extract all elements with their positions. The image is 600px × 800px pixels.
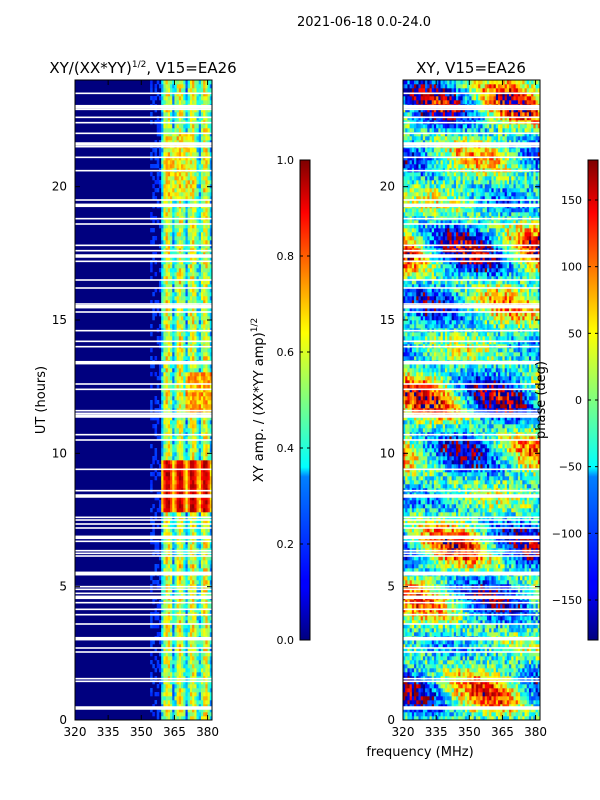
amplitude-colorbar-tick-label: 0.4 <box>277 442 295 455</box>
phase-y-tick-label: 0 <box>387 713 395 727</box>
amplitude-colorbar-tick-label: 1.0 <box>277 154 295 167</box>
amplitude-colorbar: 0.0 0.2 0.4 0.6 0.8 1.0 XY amp. / (XX*YY amp)… <box>250 154 311 647</box>
phase-x-tick-label: 380 <box>524 725 547 739</box>
amplitude-y-tick-label: 5 <box>59 580 67 594</box>
amplitude-title: XY/(XX*YY)1/2, V15=EA26 <box>49 59 236 77</box>
phase-colorbar-tick-label: −50 <box>559 461 582 474</box>
amplitude-x-tick-label: 380 <box>196 725 219 739</box>
phase-colorbar-tick-label: −150 <box>552 594 582 607</box>
amplitude-colorbar-gradient <box>299 159 311 641</box>
phase-x-tick-label: 365 <box>491 725 514 739</box>
phase-title: XY, V15=EA26 <box>416 59 526 77</box>
amplitude-x-tick-label: 320 <box>64 725 87 739</box>
phase-colorbar-tick-label: −100 <box>552 527 582 540</box>
phase-panel: 320 335 350 365 380 0 5 10 15 20 XY, V15=EA26 fr… <box>366 59 547 760</box>
amplitude-x-tick-label: 350 <box>130 725 153 739</box>
phase-colorbar-ticks: −150 −100 −50 0 50 100 150 <box>552 194 598 607</box>
phase-x-tick-label: 350 <box>458 725 481 739</box>
amplitude-colorbar-tick-label: 0.0 <box>277 634 295 647</box>
amplitude-colorbar-tick-label: 0.8 <box>277 250 295 263</box>
amplitude-y-tick-label: 20 <box>52 180 67 194</box>
phase-x-tick-label: 320 <box>392 725 415 739</box>
amplitude-y-tick-label: 10 <box>52 446 67 460</box>
amplitude-colorbar-ticks: 0.0 0.2 0.4 0.6 0.8 1.0 <box>277 154 310 647</box>
amplitude-x-tick-label: 365 <box>163 725 186 739</box>
phase-colorbar: −150 −100 −50 0 50 100 150 phase (deg) <box>534 159 599 641</box>
phase-axes-frame <box>402 79 541 721</box>
amplitude-colorbar-tick-label: 0.2 <box>277 538 295 551</box>
phase-colorbar-tick-label: 100 <box>561 261 582 274</box>
amplitude-gaps <box>75 92 212 710</box>
phase-colorbar-tick-label: 150 <box>561 194 582 207</box>
amplitude-y-tick-label: 15 <box>52 313 67 327</box>
amplitude-y-ticks: 0 5 10 15 20 <box>52 180 212 727</box>
phase-x-label: frequency (MHz) <box>366 745 473 760</box>
amplitude-x-tick-label: 335 <box>97 725 120 739</box>
phase-y-tick-label: 15 <box>380 313 395 327</box>
amplitude-panel: 320 335 350 365 380 0 5 10 15 20 XY/(XX*YY)1/2, … <box>34 59 237 739</box>
phase-gaps <box>403 92 540 710</box>
phase-colorbar-tick-label: 0 <box>575 394 582 407</box>
phase-colorbar-tick-label: 50 <box>568 327 582 340</box>
phase-y-tick-label: 5 <box>387 580 395 594</box>
phase-colorbar-label: phase (deg) <box>534 361 549 439</box>
phase-y-ticks: 0 5 10 15 20 <box>380 180 540 727</box>
phase-y-tick-label: 10 <box>380 446 395 460</box>
amplitude-colorbar-tick-label: 0.6 <box>277 346 295 359</box>
phase-x-tick-label: 335 <box>425 725 448 739</box>
amplitude-axes-frame <box>74 79 213 721</box>
figure-suptitle: 2021-06-18 0.0-24.0 <box>297 15 431 30</box>
amplitude-y-label: UT (hours) <box>34 366 49 434</box>
amplitude-y-tick-label: 0 <box>59 713 67 727</box>
phase-y-tick-label: 20 <box>380 180 395 194</box>
amplitude-colorbar-label: XY amp. / (XX*YY amp)1/2 <box>250 318 267 482</box>
amplitude-x-ticks: 320 335 350 365 380 <box>64 80 219 739</box>
phase-x-ticks: 320 335 350 365 380 <box>392 80 547 739</box>
